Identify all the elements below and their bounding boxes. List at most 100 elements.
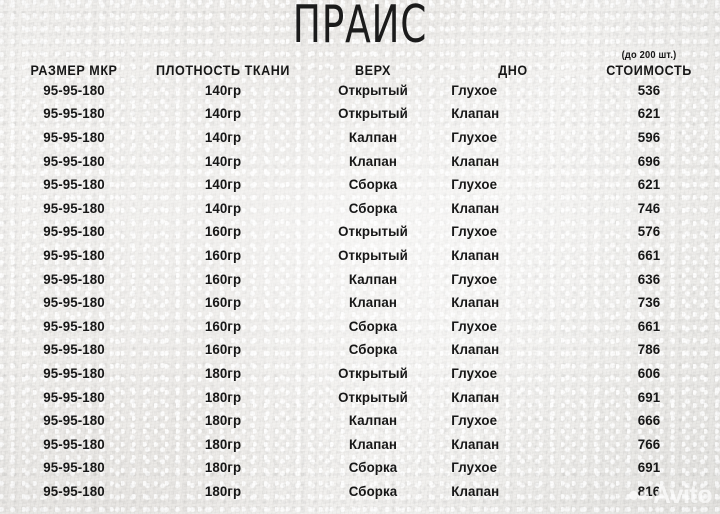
cell-bottom: Глухое [451,459,498,476]
cell-bottom: Глухое [451,81,498,98]
cell-size: 95-95-180 [43,482,105,499]
table-row: 95-95-180 180гр Сборка Клапан 816 [0,479,720,503]
cell-bottom: Клапан [451,105,500,122]
cell-top: Калпан [348,412,398,429]
page-title: ПРАЙС [292,0,428,55]
cell-density: 180гр [204,459,242,476]
cell-density: 140гр [204,105,242,122]
cell-top: Открытый [338,105,408,122]
cell-top: Открытый [338,81,408,98]
table-row: 95-95-180 140гр Сборка Клапан 746 [0,196,720,220]
table-row: 95-95-180 180гр Сборка Глухое 691 [0,456,720,480]
cell-size: 95-95-180 [43,270,105,287]
cell-top: Сборка [348,482,398,499]
header-row: РАЗМЕР МКР ПЛОТНОСТЬ ТКАНИ ВЕРХ ДНО (до … [0,48,720,78]
cell-bottom: Глухое [451,270,498,287]
cell-size: 95-95-180 [43,388,105,405]
cell-top: Клапан [348,152,398,169]
cell-top: Калпан [348,128,398,145]
cell-size: 95-95-180 [43,364,105,381]
cell-size: 95-95-180 [43,176,105,193]
cell-price: 606 [637,364,661,381]
column-header-bottom-label: ДНО [498,63,528,78]
cell-price: 596 [637,128,661,145]
column-header-price-note: (до 200 шт.) [621,50,677,61]
table-row: 95-95-180 160гр Калпан Глухое 636 [0,267,720,291]
cell-density: 180гр [204,388,242,405]
column-header-density-label: ПЛОТНОСТЬ ТКАНИ [156,63,290,78]
column-header-price: (до 200 шт.) СТОИМОСТЬ [583,48,715,78]
cell-size: 95-95-180 [43,223,105,240]
cell-size: 95-95-180 [43,435,105,452]
cell-size: 95-95-180 [43,246,105,263]
table-row: 95-95-180 140гр Сборка Глухое 621 [0,172,720,196]
cell-size: 95-95-180 [43,105,105,122]
cell-price: 636 [637,270,661,287]
cell-price: 621 [637,105,661,122]
cell-size: 95-95-180 [43,152,105,169]
cell-density: 160гр [204,246,242,263]
column-header-size: РАЗМЕР МКР [5,48,143,78]
cell-density: 160гр [204,270,242,287]
cell-top: Клапан [348,294,398,311]
cell-price: 661 [637,317,661,334]
cell-price: 816 [637,482,661,499]
cell-bottom: Глухое [451,223,498,240]
cell-size: 95-95-180 [43,341,105,358]
cell-size: 95-95-180 [43,412,105,429]
table-row: 95-95-180 160гр Клапан Клапан 736 [0,290,720,314]
cell-bottom: Клапан [451,294,500,311]
column-header-price-label: СТОИМОСТЬ [606,63,692,78]
cell-density: 140гр [204,176,242,193]
cell-bottom: Глухое [451,364,498,381]
table-row: 95-95-180 180гр Калпан Глухое 666 [0,408,720,432]
cell-top: Открытый [338,246,408,263]
cell-density: 180гр [204,482,242,499]
cell-density: 180гр [204,435,242,452]
cell-density: 140гр [204,128,242,145]
cell-top: Калпан [348,270,398,287]
cell-top: Открытый [338,223,408,240]
cell-price: 691 [637,388,661,405]
cell-density: 180гр [204,364,242,381]
cell-top: Сборка [348,341,398,358]
cell-price: 766 [637,435,661,452]
table-row: 95-95-180 140гр Калпан Глухое 596 [0,125,720,149]
cell-top: Клапан [348,435,398,452]
cell-density: 140гр [204,199,242,216]
cell-price: 786 [637,341,661,358]
cell-price: 696 [637,152,661,169]
cell-top: Сборка [348,459,398,476]
table-row: 95-95-180 180гр Открытый Глухое 606 [0,361,720,385]
cell-size: 95-95-180 [43,459,105,476]
cell-size: 95-95-180 [43,294,105,311]
cell-size: 95-95-180 [43,199,105,216]
cell-bottom: Клапан [451,388,500,405]
column-header-top-label: ВЕРХ [355,63,391,78]
column-header-size-label: РАЗМЕР МКР [30,63,118,78]
cell-top: Сборка [348,317,398,334]
column-header-bottom: ДНО [453,48,574,78]
table-row: 95-95-180 180гр Открытый Клапан 691 [0,385,720,409]
cell-density: 140гр [204,152,242,169]
cell-bottom: Клапан [451,482,500,499]
table-row: 95-95-180 140гр Клапан Клапан 696 [0,149,720,173]
cell-top: Открытый [338,364,408,381]
cell-price: 661 [637,246,661,263]
cell-size: 95-95-180 [43,317,105,334]
cell-top: Открытый [338,388,408,405]
cell-bottom: Глухое [451,128,498,145]
cell-size: 95-95-180 [43,128,105,145]
table-row: 95-95-180 140гр Открытый Клапан 621 [0,102,720,126]
cell-price: 621 [637,176,661,193]
cell-bottom: Клапан [451,246,500,263]
cell-bottom: Клапан [451,341,500,358]
table-row: 95-95-180 160гр Открытый Глухое 576 [0,220,720,244]
table-row: 95-95-180 160гр Сборка Клапан 786 [0,338,720,362]
cell-price: 746 [637,199,661,216]
cell-price: 666 [637,412,661,429]
table-row: 95-95-180 160гр Сборка Глухое 661 [0,314,720,338]
cell-price: 691 [637,459,661,476]
cell-size: 95-95-180 [43,81,105,98]
table-row: 95-95-180 160гр Открытый Клапан 661 [0,243,720,267]
